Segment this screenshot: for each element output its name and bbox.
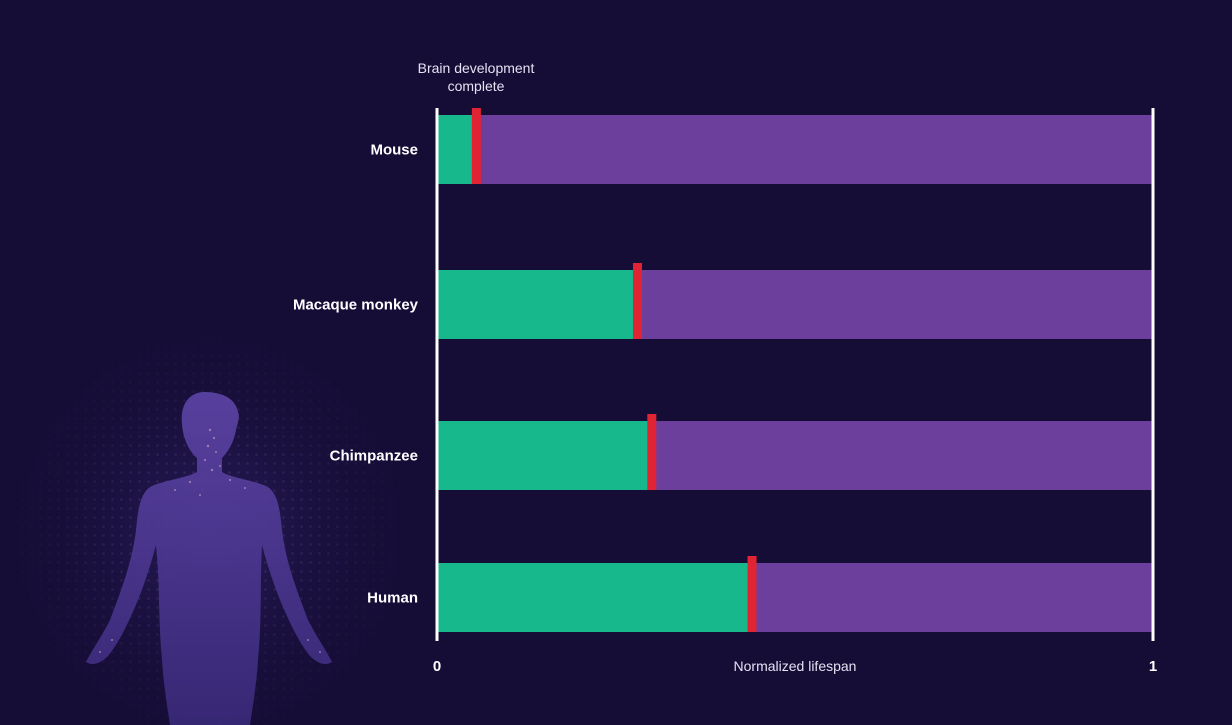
category-label-macaque-monkey: Macaque monkey bbox=[293, 297, 419, 314]
annotation-line-1: Brain development bbox=[418, 60, 535, 76]
bar-development-chimpanzee bbox=[437, 421, 652, 490]
bar-remaining-mouse bbox=[476, 115, 1153, 184]
x-tick-label-1: 1 bbox=[1149, 658, 1157, 675]
bar-remaining-chimpanzee bbox=[651, 421, 1153, 490]
human-silhouette bbox=[86, 392, 332, 725]
marker-brain-development-chimpanzee bbox=[647, 414, 657, 490]
human-silhouette-illustration bbox=[0, 300, 420, 725]
bar-remaining-human bbox=[752, 563, 1153, 632]
bar-development-macaque-monkey bbox=[437, 270, 638, 339]
bars-layer: Mouse Macaque monkey Chimpanzee Human bbox=[293, 108, 1153, 632]
marker-brain-development-macaque-monkey bbox=[632, 263, 642, 339]
marker-brain-development-mouse bbox=[471, 108, 481, 184]
bar-remaining-macaque-monkey bbox=[637, 270, 1153, 339]
annotation-line-2: complete bbox=[448, 78, 505, 94]
category-label-chimpanzee: Chimpanzee bbox=[330, 448, 418, 465]
bar-development-mouse bbox=[437, 115, 477, 184]
x-axis-title: Normalized lifespan bbox=[734, 658, 857, 674]
bar-development-human bbox=[437, 563, 753, 632]
x-tick-label-0: 0 bbox=[433, 658, 441, 675]
marker-brain-development-human bbox=[747, 556, 757, 632]
category-label-mouse: Mouse bbox=[370, 142, 418, 159]
category-label-human: Human bbox=[367, 590, 418, 607]
